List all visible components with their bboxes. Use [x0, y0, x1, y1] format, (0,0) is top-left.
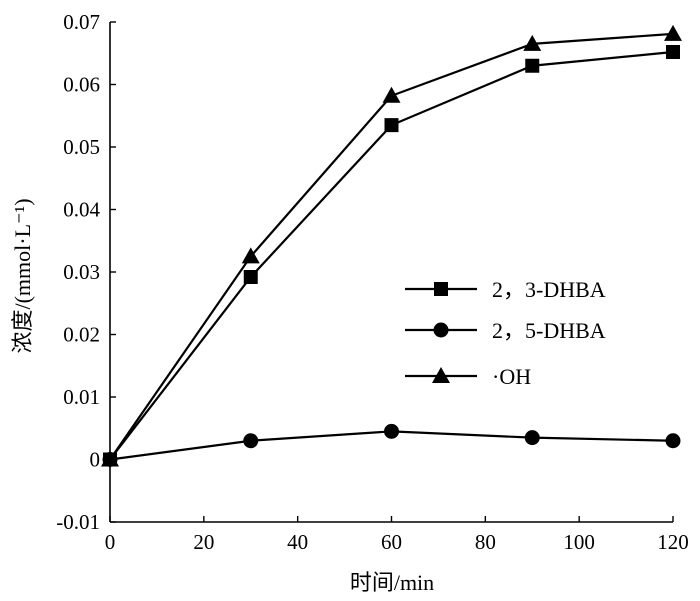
data-point [665, 433, 681, 449]
y-tick-label: 0.01 [63, 385, 100, 409]
y-tick-label: 0.06 [63, 73, 100, 97]
legend-marker [434, 282, 448, 296]
series-layer [101, 24, 682, 467]
x-axis-title: 时间/min [350, 570, 434, 595]
y-tick-label: 0.07 [63, 10, 100, 34]
x-tick-label: 80 [475, 530, 496, 554]
data-point [523, 34, 542, 51]
data-point [382, 86, 401, 103]
x-tick-label: 60 [381, 530, 402, 554]
legend: 2，3-DHBA 2，5-DHBA ·OH [405, 277, 606, 389]
axes: 0 20 40 60 80 100 120-0.0100.010.020.030.040.0… [56, 10, 689, 554]
series-triangle [101, 24, 682, 467]
y-tick-label: 0.02 [63, 323, 100, 347]
series-square [103, 45, 680, 467]
y-axis-title: 浓度/(mmol·L⁻¹) [10, 198, 35, 353]
data-point [243, 433, 259, 449]
series-circle [102, 423, 681, 467]
y-tick-label: 0.03 [63, 260, 100, 284]
y-tick-label: 0.05 [63, 135, 100, 159]
x-tick-label: 120 [657, 530, 689, 554]
data-point [664, 24, 682, 41]
data-point [243, 270, 258, 284]
legend-marker [433, 322, 449, 338]
y-tick-label: 0 [90, 448, 101, 472]
x-tick-label: 0 [105, 530, 116, 554]
x-tick-label: 100 [563, 530, 595, 554]
data-point [241, 247, 260, 264]
series-line [109, 50, 674, 461]
legend-item: 2，3-DHBA [405, 277, 606, 302]
data-point [384, 118, 399, 133]
x-tick-label: 20 [193, 530, 214, 554]
legend-item: ·OH [405, 364, 531, 389]
data-point [525, 58, 540, 73]
legend-label: 2，5-DHBA [492, 318, 606, 343]
legend-item: 2，5-DHBA [405, 318, 606, 343]
y-tick-label: 0.04 [63, 198, 100, 222]
legend-label: 2，3-DHBA [492, 277, 606, 302]
data-point [384, 423, 399, 439]
legend-marker [432, 367, 450, 383]
x-tick-label: 40 [287, 530, 308, 554]
data-point [524, 430, 540, 446]
legend-label: ·OH [492, 364, 531, 389]
data-point [101, 450, 119, 467]
data-point [666, 45, 680, 59]
y-tick-label: -0.01 [56, 510, 100, 534]
